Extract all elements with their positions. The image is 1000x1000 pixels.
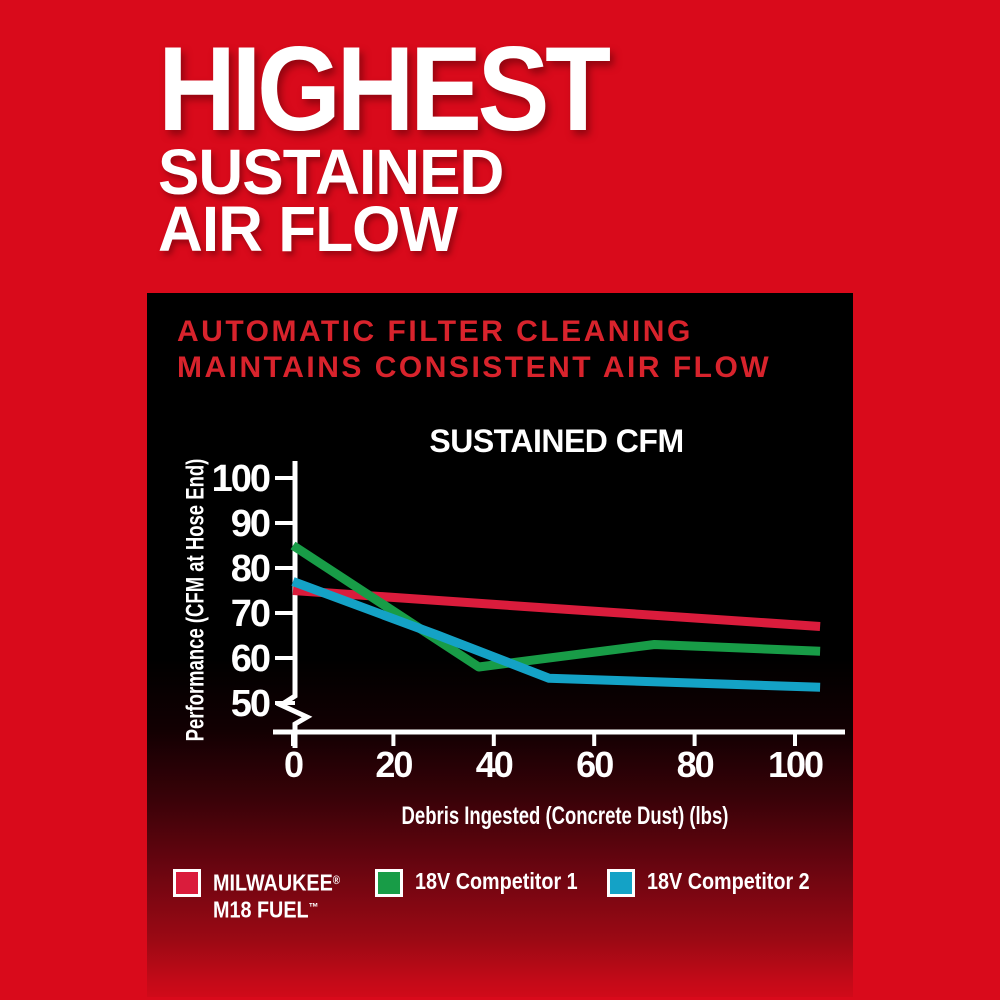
x-axis-label: Debris Ingested (Concrete Dust) (lbs) <box>401 802 729 830</box>
legend-label-1: MILWAUKEE® M18 FUEL™ <box>213 869 341 923</box>
x-tick-label: 60 <box>576 744 613 785</box>
y-tick-label: 80 <box>231 548 270 590</box>
x-tick-label: 100 <box>768 744 823 785</box>
legend-label-2: 18V Competitor 1 <box>415 868 578 894</box>
legend-item-1: MILWAUKEE® M18 FUEL™ <box>173 868 361 923</box>
y-tick-label: 90 <box>231 503 270 545</box>
legend-item-2: 18V Competitor 1 <box>375 868 604 897</box>
chart-legend: MILWAUKEE® M18 FUEL™ 18V Competitor 1 18V C… <box>147 868 853 938</box>
legend-swatch-1 <box>173 869 201 897</box>
x-tick-label: 0 <box>284 744 303 785</box>
legend-item-3: 18V Competitor 2 <box>607 868 836 897</box>
series-line-3 <box>291 577 821 692</box>
x-tick-label: 40 <box>476 744 513 785</box>
legend-swatch-2 <box>375 869 403 897</box>
legend-label-3: 18V Competitor 2 <box>647 868 810 894</box>
y-tick-label: 70 <box>231 593 270 635</box>
series-line-1 <box>292 586 821 631</box>
panel-heading-line-1: AUTOMATIC FILTER CLEANING <box>177 315 693 348</box>
y-tick-label: 50 <box>231 683 270 725</box>
y-tick-label: 60 <box>231 638 270 680</box>
y-tick-label: 100 <box>212 458 270 500</box>
hero-line-2: SUSTAINED <box>158 136 504 208</box>
panel-heading: AUTOMATIC FILTER CLEANING MAINTAINS CONS… <box>177 314 771 386</box>
hero-line-1: HIGHEST <box>158 22 611 156</box>
x-tick-label: 80 <box>677 744 714 785</box>
chart-title: SUSTAINED CFM <box>429 423 684 459</box>
x-tick-label: 20 <box>375 744 412 785</box>
hero-line-3: AIR FLOW <box>158 193 458 265</box>
legend-swatch-3 <box>607 869 635 897</box>
chart-panel: AUTOMATIC FILTER CLEANING MAINTAINS CONS… <box>147 293 853 997</box>
hero-title: HIGHEST SUSTAINED AIR FLOW <box>158 29 656 261</box>
series-line-2 <box>290 541 821 672</box>
panel-heading-line-2: MAINTAINS CONSISTENT AIR FLOW <box>177 351 772 384</box>
